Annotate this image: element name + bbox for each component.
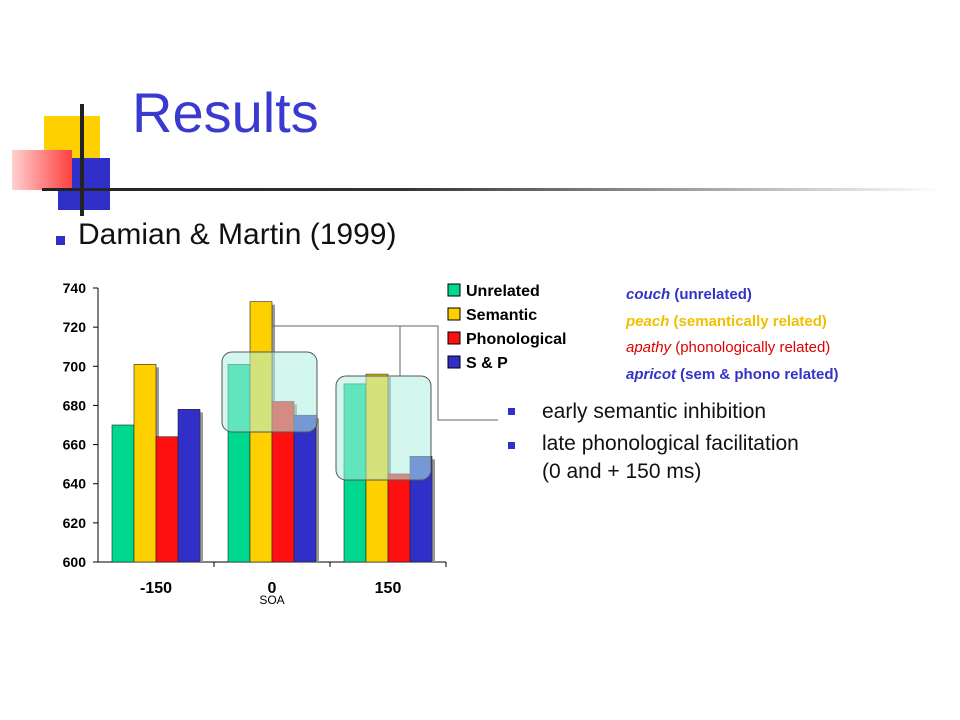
logo-decoration bbox=[0, 0, 140, 220]
y-tick-label: 740 bbox=[63, 280, 87, 296]
y-tick-label: 700 bbox=[63, 358, 87, 374]
bullet-text: early semantic inhibition bbox=[542, 400, 767, 423]
y-tick-label: 680 bbox=[63, 397, 87, 413]
condition-row: apricot (sem & phono related) bbox=[626, 362, 839, 389]
bar-semantic--150 bbox=[133, 364, 157, 563]
x-tick-label: -150 bbox=[140, 580, 172, 597]
title-divider bbox=[42, 188, 942, 191]
legend-label: Unrelated bbox=[466, 283, 540, 300]
bar-phonological-150 bbox=[387, 473, 411, 563]
bullet-square-icon bbox=[508, 408, 515, 415]
highlight-box-soa-150 bbox=[335, 375, 432, 481]
condition-word: apathy bbox=[626, 339, 672, 356]
y-tick-label: 660 bbox=[63, 437, 87, 453]
condition-row: apathy (phonologically related) bbox=[626, 335, 839, 362]
x-tick-label: 150 bbox=[375, 580, 402, 597]
legend-label: S & P bbox=[466, 355, 508, 372]
legend-label: Phonological bbox=[466, 331, 566, 348]
legend-swatch bbox=[447, 283, 461, 297]
bar-s-p--150 bbox=[177, 409, 201, 563]
condition-row: couch (unrelated) bbox=[626, 282, 839, 309]
bullet-square-icon bbox=[56, 236, 65, 245]
y-tick-label: 640 bbox=[63, 476, 87, 492]
bar-phonological--150 bbox=[155, 436, 179, 563]
legend-swatch bbox=[447, 355, 461, 369]
chart-highlights bbox=[221, 325, 498, 481]
bullet-text: late phonological facilitation bbox=[542, 432, 799, 455]
connector-line bbox=[271, 325, 498, 421]
condition-desc: (unrelated) bbox=[670, 286, 752, 303]
legend-swatch bbox=[447, 331, 461, 345]
y-tick-label: 600 bbox=[63, 554, 87, 570]
condition-desc: (sem & phono related) bbox=[676, 365, 839, 383]
bar-s-p-0 bbox=[293, 414, 317, 563]
x-tick-label: 0 bbox=[268, 580, 277, 597]
condition-desc: (semantically related) bbox=[669, 312, 827, 330]
y-tick-label: 720 bbox=[63, 319, 87, 335]
highlight-box-soa-0 bbox=[221, 351, 318, 433]
condition-word: peach bbox=[626, 312, 670, 330]
legend-label: Semantic bbox=[466, 307, 537, 324]
condition-legend: couch (unrelated) peach (semantically re… bbox=[626, 282, 839, 388]
x-axis-label: SOA bbox=[259, 593, 284, 607]
condition-row: peach (semantically related) bbox=[626, 309, 839, 336]
bullet-text: (0 and + 150 ms) bbox=[542, 460, 702, 483]
y-tick-label: 620 bbox=[63, 515, 87, 531]
bar-unrelated--150 bbox=[111, 424, 135, 563]
subtitle: Damian & Martin (1999) bbox=[78, 218, 397, 251]
page-title: Results bbox=[132, 81, 319, 144]
condition-word: couch bbox=[626, 286, 671, 303]
chart-legend: Unrelated Semantic Phonological S & P bbox=[447, 283, 566, 372]
condition-desc: (phonologically related) bbox=[671, 339, 831, 356]
condition-word: apricot bbox=[626, 365, 677, 383]
bullet-square-icon bbox=[508, 442, 515, 449]
legend-swatch bbox=[447, 307, 461, 321]
